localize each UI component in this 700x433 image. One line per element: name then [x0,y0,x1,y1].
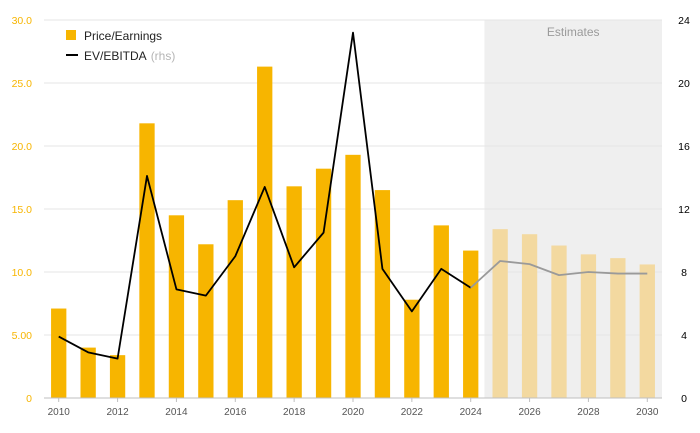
bar-2029 [610,258,626,398]
bar-2014 [168,215,185,398]
bar-2026 [521,234,538,398]
y-right-tick-label: 24 [678,15,690,27]
y-left-tick-label: 0 [26,393,32,405]
y-left-tick-label: 30.0 [12,15,33,27]
x-tick-label: 2014 [165,407,188,418]
bar-2018 [286,186,302,398]
y-right-tick-label: 4 [681,330,687,342]
x-tick-label: 2026 [518,407,541,418]
bar-2027 [551,245,567,398]
bar-2022 [404,299,420,398]
ev-ebitda-line-estimates [470,260,648,289]
bar-2016 [227,200,243,398]
bar-2020 [345,154,361,398]
bar-2013 [139,123,155,398]
x-tick-label: 2020 [342,407,365,418]
bar-2011 [80,347,96,398]
bar-2030 [639,264,655,398]
x-tick-label: 2010 [48,407,71,418]
y-left-tick-label: 20.0 [12,141,33,153]
x-tick-label: 2024 [460,407,483,418]
legend-label-ev-ebitda-name: EV/EBITDA [84,49,147,63]
legend-label-ev-ebitda: EV/EBITDA (rhs) [84,49,175,63]
x-tick-label: 2022 [401,407,424,418]
y-left-tick-label: 25.0 [12,78,33,90]
y-left-tick-label: 15.0 [12,204,33,216]
legend-label-rhs-suffix: (rhs) [151,49,176,63]
legend-label-price-earnings: Price/Earnings [84,29,162,43]
x-tick-label: 2016 [224,407,247,418]
y-right-tick-label: 8 [681,267,687,279]
bar-2010 [51,308,67,398]
bar-2015 [198,244,214,398]
ev-ebitda-line-historical [58,31,472,360]
bar-2025 [492,229,508,398]
y-left-tick-label: 5.00 [12,330,33,342]
x-tick-label: 2018 [283,407,306,418]
bar-2012 [109,355,126,398]
y-right-tick-label: 20 [678,78,690,90]
bar-2019 [315,168,332,398]
y-left-tick-label: 10.0 [12,267,33,279]
y-right-tick-label: 0 [681,393,687,405]
bar-2023 [433,225,449,398]
x-tick-label: 2028 [577,407,600,418]
bar-2028 [580,254,597,398]
estimates-label: Estimates [547,25,600,39]
y-right-tick-label: 16 [678,141,690,153]
axes: 05.0010.015.020.025.030.0048121620242010… [12,15,690,418]
line-series [58,31,648,360]
y-right-tick-label: 12 [678,204,690,216]
legend-swatch-price-earnings [66,30,76,40]
x-tick-label: 2012 [106,407,129,418]
bar-2017 [257,66,273,399]
bar-2024 [463,250,479,398]
x-tick-label: 2030 [636,407,659,418]
legend: Price/Earnings EV/EBITDA (rhs) [66,29,175,63]
